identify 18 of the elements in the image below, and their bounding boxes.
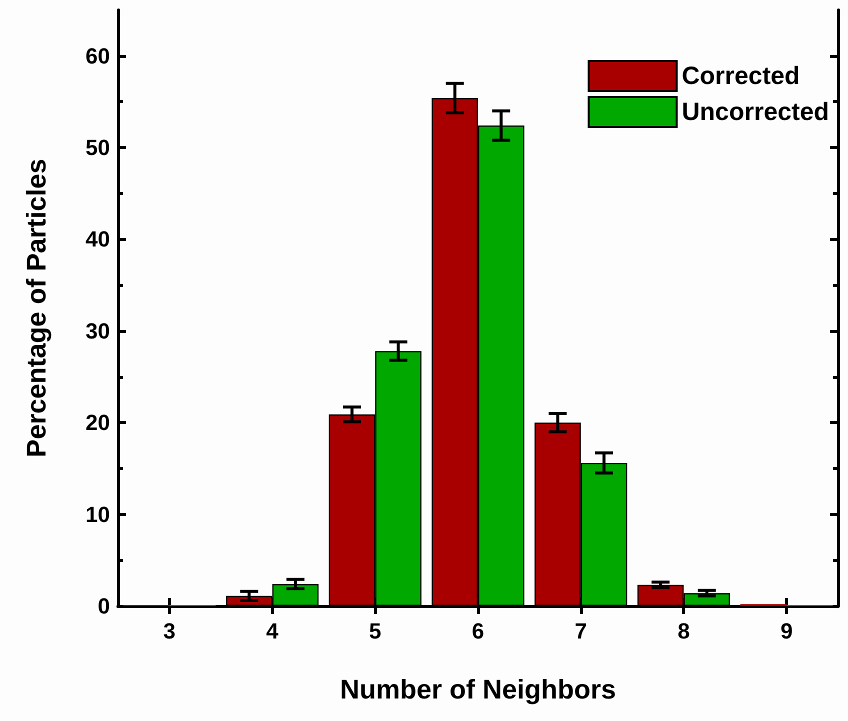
y-tick-label: 0 xyxy=(98,594,110,618)
x-tick-label: 3 xyxy=(163,618,176,644)
y-axis-title: Percentage of Particles xyxy=(22,158,52,458)
x-tick-label: 9 xyxy=(780,618,793,644)
x-tick-label: 4 xyxy=(266,618,280,644)
y-tick-label: 50 xyxy=(86,135,110,160)
y-tick-label: 60 xyxy=(86,43,110,68)
y-tick-label: 30 xyxy=(86,318,110,344)
legend-label: Uncorrected xyxy=(682,98,829,126)
x-tick-label: 8 xyxy=(678,618,690,644)
y-tick-label: 40 xyxy=(86,226,110,252)
x-axis-title: Number of Neighbors xyxy=(340,674,616,704)
x-tick-label: 5 xyxy=(369,618,382,644)
x-tick-label: 7 xyxy=(574,618,587,644)
y-tick-label: 20 xyxy=(86,410,110,436)
legend-label: Corrected xyxy=(682,62,800,90)
y-tick-label: 10 xyxy=(86,502,110,527)
x-tick-label: 6 xyxy=(472,618,484,644)
